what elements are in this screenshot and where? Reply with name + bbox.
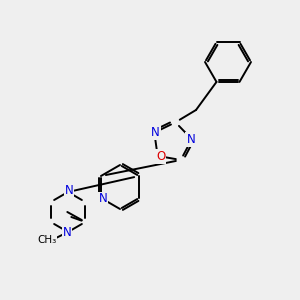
Text: N: N xyxy=(186,133,195,146)
Text: CH₃: CH₃ xyxy=(38,235,57,245)
Text: N: N xyxy=(64,184,74,197)
Text: N: N xyxy=(99,193,107,206)
Text: O: O xyxy=(156,150,165,164)
Text: N: N xyxy=(151,126,160,139)
Text: N: N xyxy=(63,226,71,239)
